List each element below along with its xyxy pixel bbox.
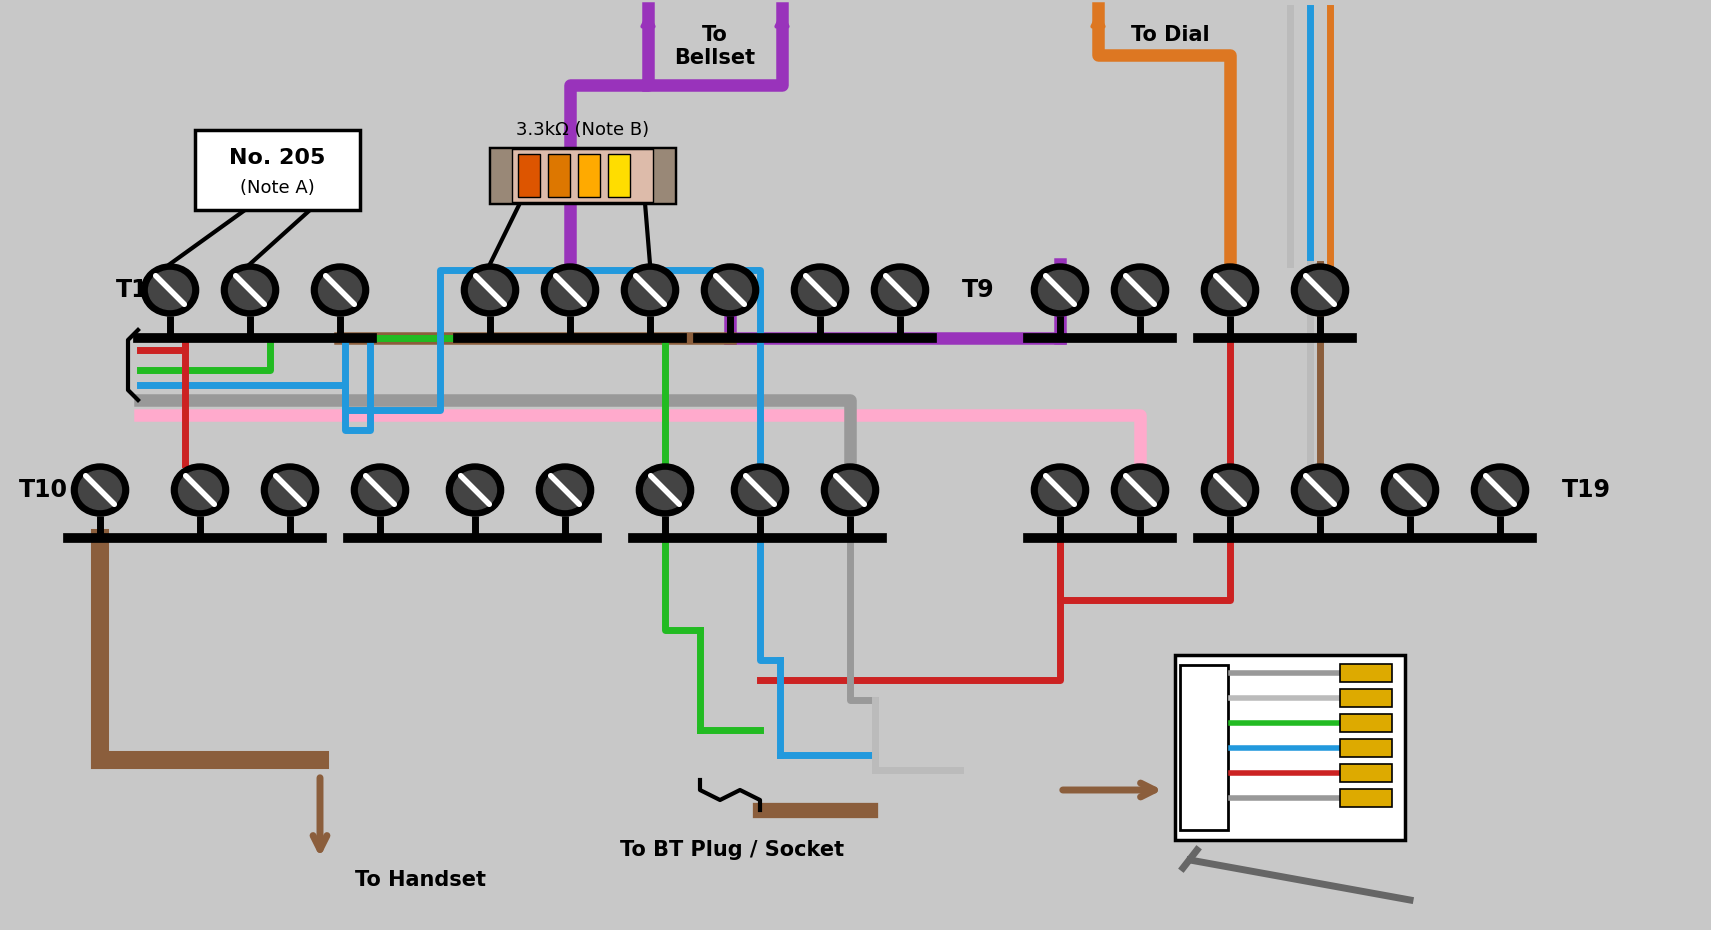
Ellipse shape — [739, 471, 782, 510]
Ellipse shape — [1119, 271, 1162, 310]
Ellipse shape — [1381, 464, 1439, 516]
FancyBboxPatch shape — [1340, 789, 1393, 807]
FancyBboxPatch shape — [1175, 655, 1405, 840]
FancyBboxPatch shape — [1340, 739, 1393, 757]
Ellipse shape — [1478, 471, 1521, 510]
Ellipse shape — [636, 464, 693, 516]
Ellipse shape — [792, 264, 849, 316]
FancyBboxPatch shape — [1340, 714, 1393, 732]
Ellipse shape — [351, 464, 409, 516]
Text: 3.3kΩ (Note B): 3.3kΩ (Note B) — [517, 121, 648, 139]
Ellipse shape — [269, 471, 311, 510]
Ellipse shape — [708, 271, 751, 310]
Ellipse shape — [1208, 271, 1251, 310]
Ellipse shape — [221, 264, 279, 316]
Text: To Dial: To Dial — [1131, 25, 1210, 45]
Ellipse shape — [731, 464, 789, 516]
FancyBboxPatch shape — [1181, 665, 1228, 830]
Ellipse shape — [1032, 464, 1088, 516]
FancyBboxPatch shape — [1340, 689, 1393, 707]
Ellipse shape — [1471, 464, 1528, 516]
FancyBboxPatch shape — [654, 148, 676, 203]
Ellipse shape — [1032, 264, 1088, 316]
Text: To
Bellset: To Bellset — [674, 25, 756, 68]
Text: (Note A): (Note A) — [240, 179, 315, 197]
Ellipse shape — [799, 271, 842, 310]
FancyBboxPatch shape — [1340, 764, 1393, 782]
Ellipse shape — [1201, 464, 1259, 516]
Text: T1: T1 — [116, 278, 147, 302]
Ellipse shape — [878, 271, 922, 310]
FancyBboxPatch shape — [518, 154, 541, 197]
Ellipse shape — [541, 264, 599, 316]
Ellipse shape — [178, 471, 221, 510]
FancyBboxPatch shape — [1340, 664, 1393, 682]
Ellipse shape — [311, 264, 368, 316]
Ellipse shape — [1039, 271, 1081, 310]
Ellipse shape — [1389, 471, 1432, 510]
Ellipse shape — [1112, 264, 1169, 316]
Ellipse shape — [1292, 264, 1348, 316]
Ellipse shape — [537, 464, 594, 516]
Ellipse shape — [821, 464, 879, 516]
Ellipse shape — [79, 471, 121, 510]
Ellipse shape — [871, 264, 929, 316]
Ellipse shape — [1119, 471, 1162, 510]
Ellipse shape — [1201, 264, 1259, 316]
Text: No. 205: No. 205 — [229, 148, 325, 168]
Text: To BT Plug / Socket: To BT Plug / Socket — [619, 840, 844, 860]
FancyBboxPatch shape — [607, 154, 630, 197]
Ellipse shape — [1039, 471, 1081, 510]
Ellipse shape — [262, 464, 318, 516]
Ellipse shape — [643, 471, 686, 510]
Ellipse shape — [171, 464, 229, 516]
Ellipse shape — [628, 271, 671, 310]
Text: T10: T10 — [19, 478, 68, 502]
FancyBboxPatch shape — [578, 154, 601, 197]
Ellipse shape — [469, 271, 512, 310]
Ellipse shape — [544, 471, 587, 510]
Text: To Handset: To Handset — [354, 870, 486, 890]
Ellipse shape — [828, 471, 871, 510]
Ellipse shape — [1112, 464, 1169, 516]
Ellipse shape — [149, 271, 192, 310]
FancyBboxPatch shape — [489, 148, 512, 203]
Ellipse shape — [447, 464, 503, 516]
Ellipse shape — [549, 271, 592, 310]
Ellipse shape — [621, 264, 679, 316]
FancyBboxPatch shape — [489, 148, 676, 203]
Text: T19: T19 — [1562, 478, 1612, 502]
Ellipse shape — [359, 471, 402, 510]
Ellipse shape — [1292, 464, 1348, 516]
Ellipse shape — [318, 271, 361, 310]
Ellipse shape — [142, 264, 198, 316]
Ellipse shape — [1299, 471, 1341, 510]
Ellipse shape — [1208, 471, 1251, 510]
Text: T9: T9 — [962, 278, 994, 302]
FancyBboxPatch shape — [195, 130, 359, 210]
Ellipse shape — [702, 264, 758, 316]
FancyBboxPatch shape — [548, 154, 570, 197]
Ellipse shape — [229, 271, 272, 310]
Ellipse shape — [453, 471, 496, 510]
Ellipse shape — [72, 464, 128, 516]
Ellipse shape — [1299, 271, 1341, 310]
Ellipse shape — [462, 264, 518, 316]
